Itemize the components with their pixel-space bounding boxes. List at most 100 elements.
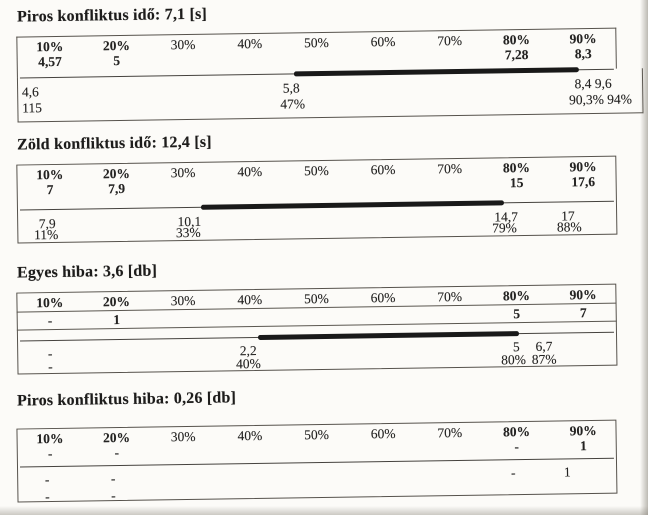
axis-annotation: 1 — [563, 464, 571, 480]
column-header-label: 20% — [102, 429, 131, 446]
percentile-table: 10% 7 20% 7,9 30% 40% 50% 60% 70% 80% 15 90% 17,6 7,9… — [16, 155, 618, 244]
section-zold-konfliktus-ido: Zöld konfliktus idő: 12,4 [s] 10% 7 20% 7,9 3… — [0, 127, 648, 244]
column-header-label: 10% — [36, 294, 64, 311]
column-header-label: 50% — [303, 162, 329, 179]
column-header-label: 60% — [370, 425, 396, 442]
column-value: 7 — [579, 305, 587, 321]
column-header-label: 60% — [370, 289, 396, 306]
column-value: 5 — [513, 306, 521, 322]
axis-annotation: - — [510, 465, 516, 481]
column-header-label: 50% — [304, 426, 330, 443]
column-value — [150, 311, 217, 312]
percentile-column: 90% 1 — [550, 423, 617, 454]
percentile-column: 40% — [216, 164, 283, 195]
column-header-label: 40% — [237, 35, 263, 52]
percentile-column: 30% — [150, 165, 217, 196]
column-header-label: 90% — [569, 30, 597, 47]
percentile-table: 10% -20% -30% 40% 50% 60% 70% 80% -90% 1- - -1- - — [16, 419, 618, 505]
axis-annotation: 11% — [33, 226, 59, 243]
axis-annotation: 33% — [175, 224, 201, 241]
column-header-label: 80% — [502, 159, 531, 176]
column-value: - — [114, 445, 120, 461]
column-value: 1 — [113, 312, 121, 328]
section-title: Piros konfliktus hiba: 0,26 [db] — [16, 389, 237, 410]
column-header-label: 30% — [170, 36, 196, 53]
column-header-label: 60% — [370, 33, 396, 50]
axis-annotation: 8,4 9,6 — [574, 75, 612, 92]
column-header-label: 70% — [437, 288, 463, 305]
column-value — [283, 309, 350, 310]
section-piros-konfliktus-hiba: Piros konfliktus hiba: 0,26 [db] 10% -20% -… — [0, 383, 648, 504]
column-value: - — [47, 446, 53, 462]
percentile-column: 50% — [283, 163, 350, 194]
column-header-label: 90% — [569, 422, 597, 439]
column-value: 5 — [113, 53, 121, 69]
percentile-column: 40% — [216, 36, 283, 67]
column-header-label: 70% — [437, 32, 463, 49]
column-header-label: 10% — [36, 430, 64, 447]
percentile-column: 50% — [283, 427, 350, 458]
column-header-label: 50% — [303, 34, 329, 51]
percentile-column: 30% — [150, 429, 217, 460]
percentile-table: 10% -20% 1 30% 40% 50% 60% 70% 80% 5 90% 7- -2,2 40% 5… — [16, 283, 618, 375]
column-header-label: 40% — [237, 163, 263, 180]
column-header-label: 40% — [237, 427, 263, 444]
percentile-column: 90% 8,3 — [550, 31, 617, 62]
axis-annotation: - — [110, 471, 116, 487]
column-header-label: 70% — [437, 160, 463, 177]
column-value: - — [47, 313, 53, 329]
axis-annotation: 87% — [531, 351, 557, 367]
percentile-column: 20% 7,9 — [83, 166, 150, 197]
axis-annotation: 40% — [235, 355, 261, 372]
column-header-label: 20% — [102, 37, 131, 54]
column-value: 7,9 — [108, 180, 126, 197]
percentile-column: 70% — [416, 161, 483, 192]
axis-annotation: - — [44, 472, 50, 488]
column-value: 1 — [579, 438, 587, 454]
column-value: 7,28 — [504, 46, 529, 63]
section-title: Egyes hiba: 3,6 [db] — [16, 262, 158, 282]
percentile-column: 60% — [350, 34, 417, 65]
column-header-label: 30% — [170, 164, 196, 181]
scan-edge-shadow-bottom — [0, 506, 648, 515]
section-piros-konfliktus-ido: Piros konfliktus idő: 7,1 [s] 10% 4,57 20% 5… — [0, 0, 648, 123]
percentile-column: 20% - — [83, 430, 150, 461]
percentile-table: 10% 4,57 20% 5 30% 40% 50% 60% 70% 80% 7,28 90% 8,3 4… — [16, 27, 644, 123]
column-value: 15 — [509, 175, 524, 191]
column-header-label: 10% — [36, 38, 64, 55]
column-header-label: 70% — [437, 424, 463, 441]
percentile-column: 40% — [216, 428, 283, 459]
percentile-column: 80% 7,28 — [483, 32, 550, 63]
column-value: 17,6 — [571, 173, 596, 190]
column-header-label: 30% — [170, 292, 196, 309]
column-value: 7 — [46, 182, 54, 198]
axis-annotation: 4,6 — [21, 84, 39, 100]
percentile-column: 10% - — [16, 431, 83, 462]
column-header-label: 60% — [370, 161, 396, 178]
axis-annotation: - — [45, 489, 50, 505]
percentile-column: 70% — [416, 33, 483, 64]
percentile-column: 60% — [350, 426, 417, 457]
column-header-label: 80% — [502, 31, 531, 48]
axis-annotation: - — [111, 488, 116, 504]
percentile-column: 10% 4,57 — [16, 39, 83, 70]
section-egyes-hiba: Egyes hiba: 3,6 [db] 10% - 20% 1 30% 40% 50% 60%… — [0, 255, 648, 375]
percentile-column: 10% 7 — [16, 167, 83, 198]
column-value — [350, 308, 417, 309]
axis-annotation: 90,3% 94% — [568, 91, 633, 108]
column-header-label: 80% — [502, 287, 531, 304]
column-header-label: 20% — [102, 165, 131, 182]
percentile-column: 30% — [150, 37, 217, 68]
column-header-label: 80% — [502, 423, 531, 440]
axis-annotation: 88% — [556, 219, 582, 235]
column-header-label: 10% — [36, 166, 64, 183]
section-title: Zöld konfliktus idő: 12,4 [s] — [16, 133, 212, 154]
axis-annotation: 5,8 — [282, 80, 300, 96]
axis-annotation: 80% — [501, 352, 527, 368]
column-header-label: 30% — [170, 428, 196, 445]
percentile-column: 90% 17,6 — [550, 159, 617, 190]
column-header-label: 90% — [569, 286, 597, 303]
percentile-column: 60% — [350, 162, 417, 193]
axis-annotation: 79% — [492, 220, 517, 236]
